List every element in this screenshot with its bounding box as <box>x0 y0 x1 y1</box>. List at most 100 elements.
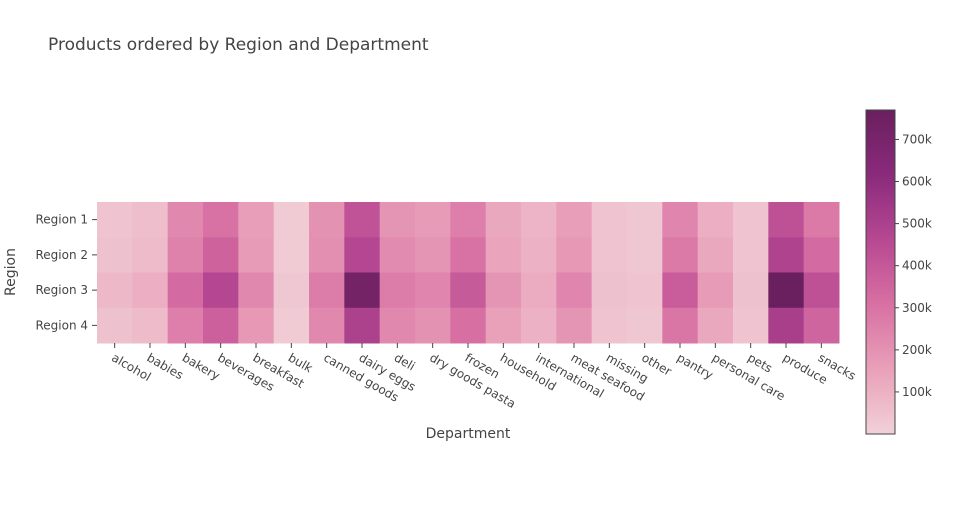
heatmap-cells <box>97 202 840 344</box>
heatmap-cell <box>591 307 628 344</box>
heatmap-cell <box>167 272 204 309</box>
y-tick-label: Region 4 <box>35 318 88 332</box>
colorbar-ticks: 100k 200k 300k 400k 500k 600k 700k <box>895 132 932 399</box>
colorbar-tick-label: 500k <box>902 217 932 231</box>
heatmap-cell <box>591 272 628 309</box>
heatmap-cell <box>273 307 310 344</box>
x-tick-label: bakery <box>180 350 222 383</box>
heatmap-cell <box>733 272 769 309</box>
heatmap-cell <box>768 237 805 273</box>
heatmap-cell <box>238 272 275 309</box>
heatmap-cell <box>379 272 416 309</box>
x-tick-label: babies <box>145 350 186 382</box>
colorbar-tick-label: 300k <box>902 301 932 315</box>
heatmap-cell <box>521 272 557 309</box>
colorbar-tick-label: 400k <box>902 259 932 273</box>
heatmap-cell <box>803 272 840 309</box>
heatmap-cell <box>662 237 699 273</box>
heatmap-cell <box>485 307 522 344</box>
heatmap-cell <box>485 202 522 238</box>
x-tick-labels: alcoholbabiesbakerybeveragesbreakfastbul… <box>109 343 858 411</box>
heatmap-cell <box>167 237 204 273</box>
heatmap-cell <box>556 307 593 344</box>
heatmap-cell <box>662 272 699 309</box>
heatmap-cell <box>309 272 345 309</box>
heatmap-cell <box>627 202 663 238</box>
heatmap-cell <box>309 307 345 344</box>
heatmap-cell <box>415 307 451 344</box>
heatmap-cell <box>556 272 593 309</box>
heatmap-cell <box>662 307 699 344</box>
heatmap-cell <box>132 237 169 273</box>
heatmap-cell <box>415 272 451 309</box>
x-tick-label: alcohol <box>109 350 153 384</box>
y-axis-title: Region <box>3 248 19 296</box>
heatmap-cell <box>273 237 310 273</box>
heatmap-cell <box>627 307 663 344</box>
heatmap-cell <box>379 237 416 273</box>
heatmap-cell <box>203 237 239 273</box>
heatmap-cell <box>556 237 593 273</box>
heatmap-cell <box>697 202 734 238</box>
heatmap-cell <box>309 202 345 238</box>
colorbar-tick-label: 700k <box>902 132 932 146</box>
y-tick-label: Region 3 <box>35 283 88 297</box>
heatmap-cell <box>273 272 310 309</box>
heatmap-cell <box>556 202 593 238</box>
heatmap-cell <box>344 237 381 273</box>
heatmap-cell <box>132 272 169 309</box>
heatmap-cell <box>591 237 628 273</box>
heatmap-cell <box>309 237 345 273</box>
heatmap-cell <box>768 202 805 238</box>
heatmap-cell <box>238 237 275 273</box>
heatmap-cell <box>485 237 522 273</box>
heatmap-cell <box>697 307 734 344</box>
heatmap-cell <box>167 202 204 238</box>
heatmap-cell <box>803 202 840 238</box>
heatmap-cell <box>450 307 487 344</box>
heatmap-cell <box>379 202 416 238</box>
heatmap-cell <box>132 202 169 238</box>
heatmap-cell <box>97 237 133 273</box>
heatmap-cell <box>344 272 381 309</box>
heatmap-cell <box>697 272 734 309</box>
heatmap-cell <box>521 307 557 344</box>
heatmap-cell <box>132 307 169 344</box>
heatmap-cell <box>203 272 239 309</box>
y-tick-label: Region 2 <box>35 248 88 262</box>
y-tick-labels: Region 1 Region 2 Region 3 Region 4 <box>35 213 97 332</box>
heatmap-cell <box>167 307 204 344</box>
heatmap-cell <box>379 307 416 344</box>
chart-title: Products ordered by Region and Departmen… <box>48 35 429 55</box>
heatmap-cell <box>203 307 239 344</box>
heatmap-cell <box>733 307 769 344</box>
heatmap-cell <box>450 237 487 273</box>
heatmap-cell <box>627 272 663 309</box>
y-tick-label: Region 1 <box>35 213 88 227</box>
heatmap-cell <box>97 307 133 344</box>
heatmap-cell <box>768 272 805 309</box>
heatmap-cell <box>238 307 275 344</box>
heatmap-cell <box>344 307 381 344</box>
heatmap-cell <box>591 202 628 238</box>
heatmap-cell <box>627 237 663 273</box>
heatmap-cell <box>662 202 699 238</box>
heatmap-cell <box>344 202 381 238</box>
heatmap-cell <box>415 237 451 273</box>
x-axis-title: Department <box>426 426 511 442</box>
heatmap-cell <box>273 202 310 238</box>
heatmap-cell <box>238 202 275 238</box>
colorbar-tick-label: 600k <box>902 175 932 189</box>
heatmap-cell <box>97 202 133 238</box>
x-tick-label: pantry <box>675 350 716 382</box>
heatmap-cell <box>521 237 557 273</box>
heatmap-cell <box>768 307 805 344</box>
heatmap-cell <box>803 307 840 344</box>
heatmap-cell <box>450 272 487 309</box>
heatmap-cell <box>733 202 769 238</box>
colorbar-tick-label: 100k <box>902 385 932 399</box>
heatmap-cell <box>697 237 734 273</box>
heatmap-cell <box>203 202 239 238</box>
colorbar <box>865 109 896 435</box>
